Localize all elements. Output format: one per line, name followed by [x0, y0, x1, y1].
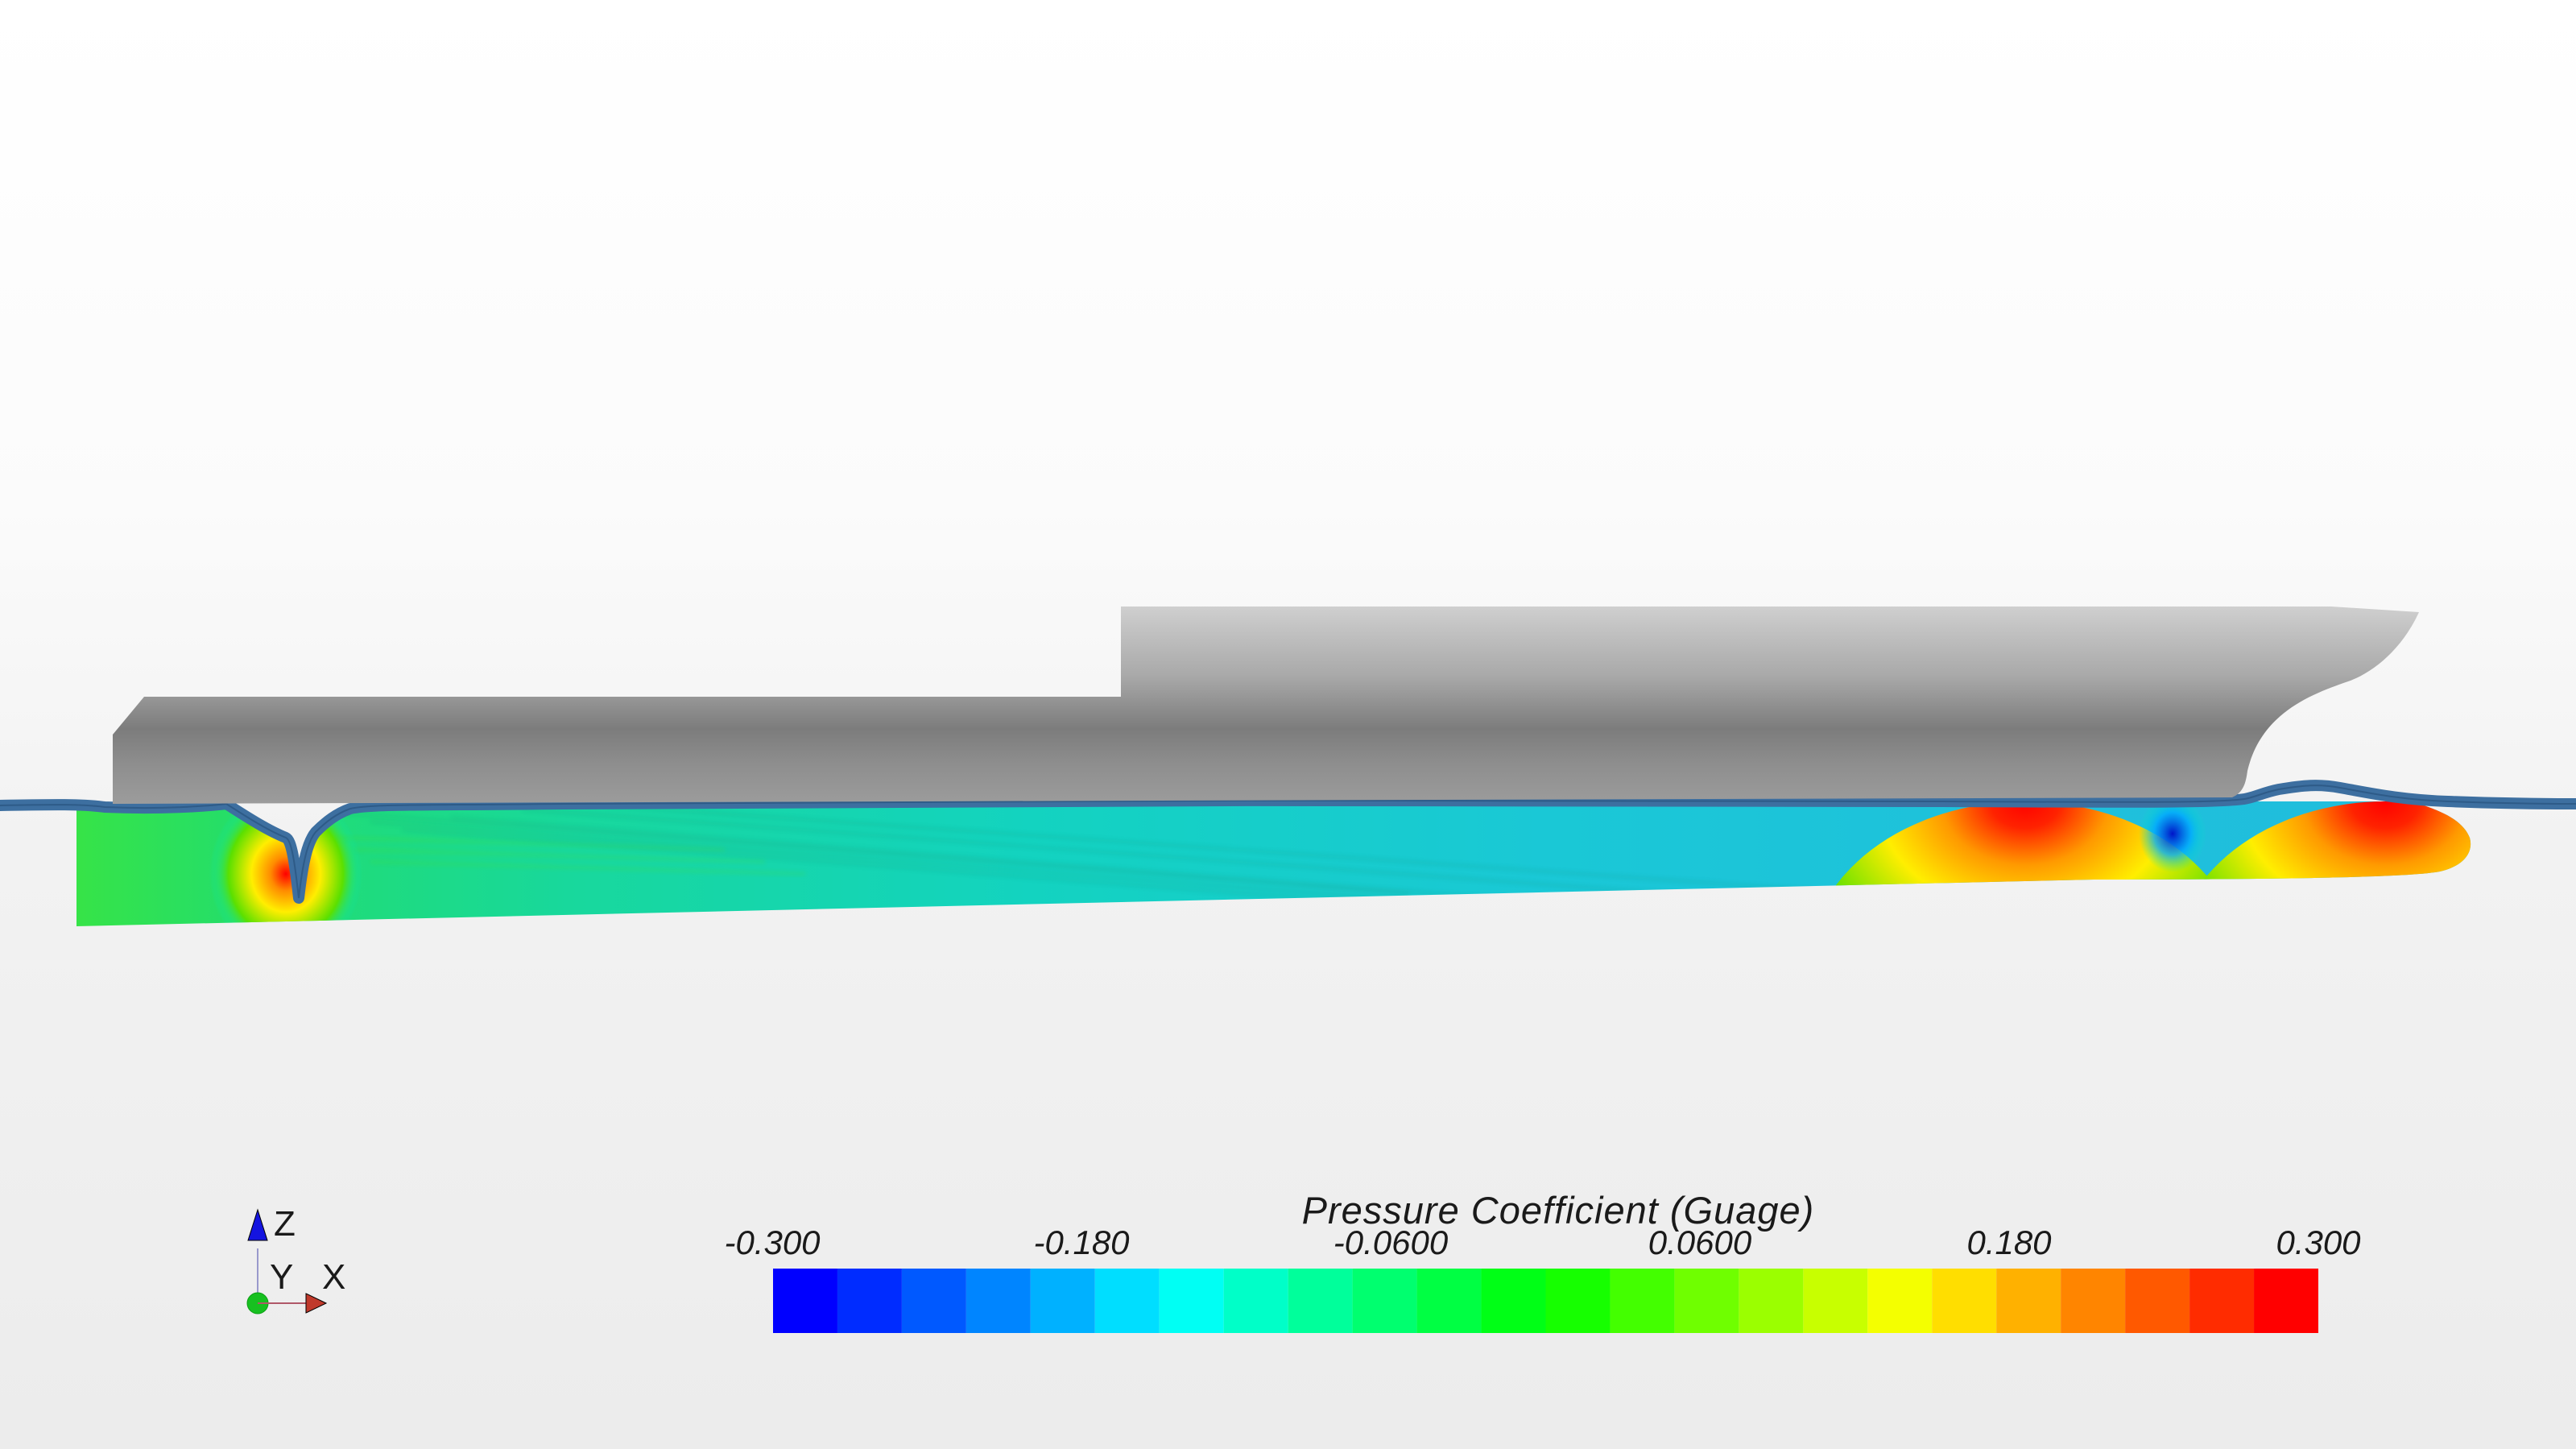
svg-text:-0.0600: -0.0600 [1333, 1223, 1449, 1261]
svg-text:Y: Y [270, 1257, 293, 1297]
svg-text:-0.300: -0.300 [724, 1223, 821, 1261]
svg-text:X: X [322, 1257, 345, 1297]
svg-text:0.300: 0.300 [2276, 1223, 2361, 1261]
svg-text:Z: Z [274, 1204, 296, 1244]
svg-text:0.180: 0.180 [1966, 1223, 2052, 1261]
svg-text:0.0600: 0.0600 [1648, 1223, 1752, 1261]
svg-text:-0.180: -0.180 [1033, 1223, 1130, 1261]
